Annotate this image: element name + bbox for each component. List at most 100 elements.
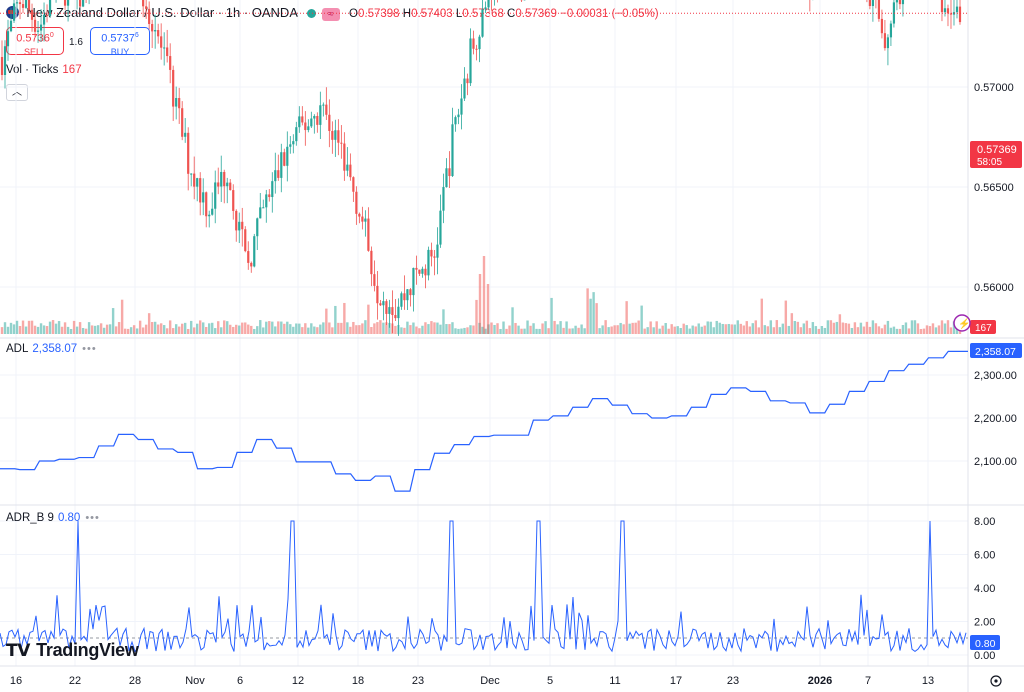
candle-body: [448, 168, 451, 177]
sync-badge[interactable]: ≈: [321, 8, 340, 21]
tradingview-logo[interactable]: 𝗧𝗩 TradingView: [6, 640, 139, 661]
volume-bar: [466, 327, 469, 334]
volume-bar: [319, 324, 322, 334]
volume-bar: [304, 323, 307, 334]
time-tick-label: 11: [609, 675, 620, 687]
candle-body: [298, 116, 301, 128]
volume-bar: [544, 321, 547, 334]
candle-body: [202, 192, 205, 203]
volume-bar: [910, 320, 914, 334]
time-tick-label: 5: [547, 675, 553, 687]
volume-bar: [721, 323, 724, 334]
candle-body: [373, 274, 376, 286]
candle-body: [334, 130, 337, 140]
volume-bar: [508, 325, 511, 334]
buy-label: BUY: [110, 46, 130, 57]
price-tick-label: 0.56500: [974, 182, 1014, 194]
volume-bar: [796, 321, 800, 334]
volume-bar: [66, 326, 70, 334]
volume-bar: [781, 323, 785, 334]
volume-bar: [328, 322, 331, 334]
volume-bar: [69, 328, 73, 334]
candle-body: [346, 164, 349, 171]
volume-bar: [868, 326, 872, 334]
candle-body: [196, 178, 199, 187]
candle-body: [247, 251, 250, 263]
adl-more-icon[interactable]: •••: [82, 343, 97, 355]
candle-body: [142, 0, 145, 7]
candle-body: [370, 250, 373, 275]
ohlc-close-label: C: [507, 8, 516, 20]
volume-bar: [433, 322, 436, 334]
candle-body: [364, 218, 367, 222]
ohlc-low-label: L: [455, 8, 463, 20]
volume-bar: [385, 322, 388, 334]
candle-body: [949, 13, 953, 15]
volume-legend[interactable]: Vol · Ticks 167: [6, 64, 82, 76]
chevron-up-icon: ︿: [12, 87, 22, 98]
adr-legend[interactable]: ADR_B 9 0.80 •••: [6, 512, 100, 524]
volume-bar: [559, 321, 562, 334]
candle-body: [199, 178, 202, 203]
volume-bar: [256, 326, 259, 334]
candle-body: [868, 0, 872, 7]
buy-button[interactable]: 0.57376 BUY: [90, 27, 150, 57]
volume-spike: [482, 256, 486, 334]
candle-body: [412, 267, 415, 296]
volume-bar: [193, 327, 196, 334]
volume-bar: [751, 323, 754, 334]
volume-bar: [718, 322, 721, 334]
volume-bar: [808, 328, 812, 334]
candle-body: [307, 126, 310, 131]
volume-bar: [775, 320, 779, 334]
adr-more-icon[interactable]: •••: [85, 512, 100, 524]
volume-bar: [214, 328, 217, 334]
volume-bar: [15, 320, 19, 334]
candle-body: [487, 0, 490, 8]
volume-bar: [108, 324, 112, 334]
adr-tick-label: 0.00: [974, 650, 995, 662]
candle-body: [451, 124, 454, 177]
volume-bar: [388, 322, 391, 334]
volume-bar: [925, 325, 929, 334]
candle-body: [472, 38, 475, 49]
volume-bar: [550, 297, 553, 334]
volume-bar: [700, 326, 703, 334]
volume-bar: [367, 304, 370, 334]
candle-body: [445, 168, 448, 188]
candle-body: [316, 115, 319, 125]
volume-bar: [493, 324, 496, 334]
volume-bar: [472, 325, 475, 334]
sell-label: SELL: [23, 46, 47, 57]
candle-body: [33, 19, 37, 32]
collapse-legend-button[interactable]: ︿: [6, 84, 28, 101]
symbol-title[interactable]: New Zealand Dollar / U.S. Dollar · 1h · …: [26, 5, 298, 20]
volume-bar: [51, 320, 55, 334]
volume-bar: [595, 303, 598, 334]
volume-bar: [280, 321, 283, 334]
market-open-icon: [307, 9, 317, 18]
candle-body: [148, 8, 151, 24]
volume-bar: [850, 327, 854, 334]
candle-body: [895, 0, 899, 3]
volume-bar: [102, 327, 106, 334]
volume-bar: [331, 327, 334, 334]
volume-bar: [883, 324, 887, 334]
gear-icon-center: [994, 679, 998, 683]
volume-bar: [72, 320, 76, 334]
volume-bar: [829, 320, 833, 334]
volume-bar: [787, 325, 791, 334]
volume-bar: [84, 328, 88, 334]
volume-bar: [712, 327, 715, 334]
candle-body: [940, 0, 944, 13]
candle-body: [229, 182, 232, 191]
volume-bar: [39, 323, 43, 334]
candle-body: [9, 20, 13, 32]
adl-legend[interactable]: ADL 2,358.07 •••: [6, 343, 97, 355]
volume-bar: [211, 322, 214, 334]
candle-body: [256, 218, 259, 237]
volume-bar: [343, 302, 346, 334]
time-tick-label: 18: [352, 675, 364, 687]
volume-tag-text: 167: [975, 323, 992, 334]
